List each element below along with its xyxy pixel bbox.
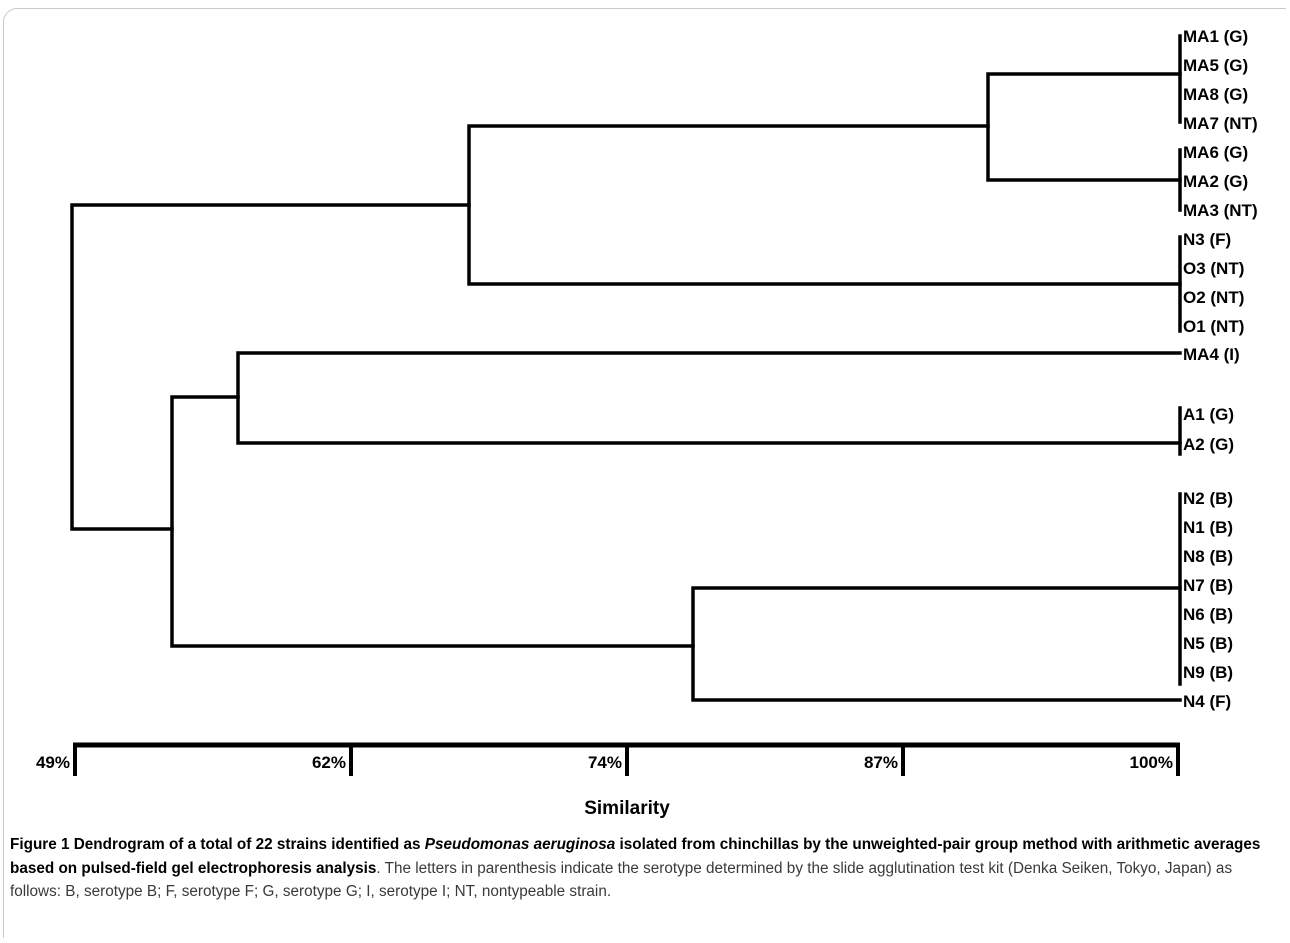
tick-label: 100% xyxy=(1130,753,1173,772)
leaf-label: N5 (B) xyxy=(1183,634,1233,653)
branch-ma-o-group xyxy=(467,124,1182,286)
tick-label: 74% xyxy=(588,753,622,772)
caption-title-pre: Dendrogram of a total of 22 strains iden… xyxy=(73,836,425,853)
axis-title: Similarity xyxy=(584,798,670,819)
branch-root xyxy=(70,203,471,531)
dendrogram-branches xyxy=(70,34,1182,702)
similarity-axis xyxy=(73,742,1180,776)
branch-ma4-a-group xyxy=(236,351,1182,445)
tick-label: 49% xyxy=(36,753,70,772)
caption-title: Figure 1 Dendrogram of a total of 22 str… xyxy=(10,836,1260,877)
leaf-label: A2 (G) xyxy=(1183,435,1234,454)
tick-labels: 49% 62% 74% 87% 100% xyxy=(36,753,1173,772)
leaf-label: N1 (B) xyxy=(1183,518,1233,537)
leaf-label: MA7 (NT) xyxy=(1183,114,1258,133)
branch-ma-group xyxy=(986,72,1182,182)
tick-label: 87% xyxy=(864,753,898,772)
leaf-label: N2 (B) xyxy=(1183,489,1233,508)
leaf-label: N8 (B) xyxy=(1183,547,1233,566)
leaf-label: MA6 (G) xyxy=(1183,143,1248,162)
tick-label: 62% xyxy=(312,753,346,772)
leaf-label: A1 (G) xyxy=(1183,405,1234,424)
figure-frame xyxy=(3,8,1286,938)
dendrogram: 49% 62% 74% 87% 100% Similarity MA1 (G) … xyxy=(36,27,1258,819)
leaf-label: MA2 (G) xyxy=(1183,172,1248,191)
leaf-label: MA1 (G) xyxy=(1183,27,1248,46)
leaf-label: MA5 (G) xyxy=(1183,56,1248,75)
caption-body: . The letters in parenthesis indicate th… xyxy=(10,859,1233,901)
leaf-label: MA3 (NT) xyxy=(1183,201,1258,220)
leaf-label: O3 (NT) xyxy=(1183,259,1244,278)
leaf-label: N3 (F) xyxy=(1183,230,1231,249)
caption-species: Pseudomonas aeruginosa xyxy=(424,836,616,853)
leaf-labels: MA1 (G) MA5 (G) MA8 (G) MA7 (NT) MA6 (G)… xyxy=(1183,27,1258,711)
leaf-label: O2 (NT) xyxy=(1183,288,1244,307)
figure-caption: Figure 1 Dendrogram of a total of 22 str… xyxy=(10,833,1282,904)
leaf-label: MA4 (I) xyxy=(1183,345,1240,364)
leaf-label: N7 (B) xyxy=(1183,576,1233,595)
branch-lower-group xyxy=(170,395,695,648)
branch-n-group xyxy=(691,586,1182,702)
leaf-label: MA8 (G) xyxy=(1183,85,1248,104)
leaf-label: O1 (NT) xyxy=(1183,317,1244,336)
leaf-label: N9 (B) xyxy=(1183,663,1233,682)
caption-title-post: isolated from chinchillas by the unweigh… xyxy=(10,836,1261,877)
leaf-label: N4 (F) xyxy=(1183,692,1231,711)
leaf-label: N6 (B) xyxy=(1183,605,1233,624)
caption-label: Figure 1 xyxy=(10,836,70,853)
